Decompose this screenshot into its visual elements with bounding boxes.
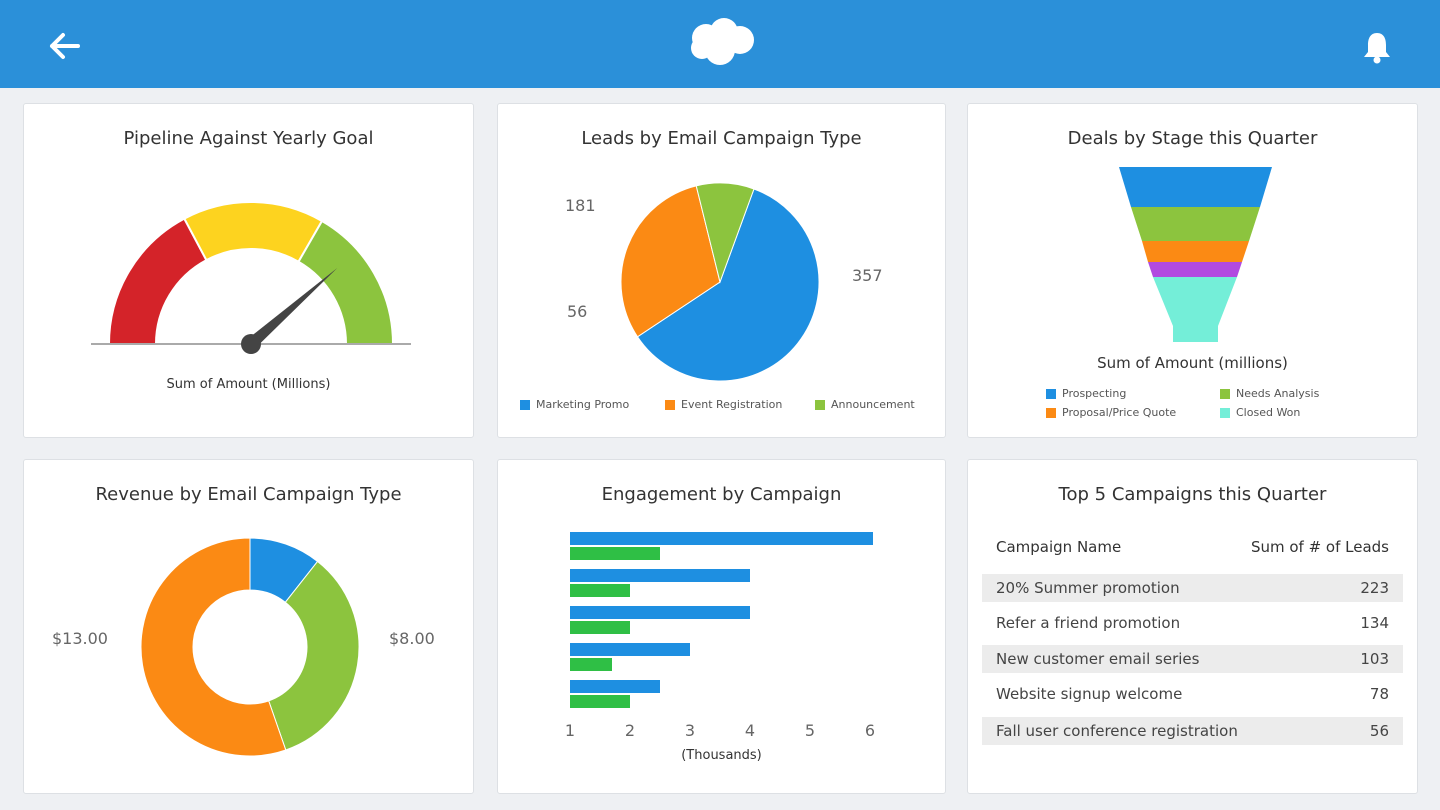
column-header: Sum of # of Leads [1250,538,1389,556]
table-row[interactable]: 20% Summer promotion 223 [982,574,1403,602]
pie-label: 181 [565,196,596,215]
pie-label: 56 [567,302,588,321]
funnel-segment-proposal [1142,241,1249,262]
gauge-chart [91,201,411,354]
card-title: Engagement by Campaign [601,484,842,505]
bar [570,584,630,597]
x-tick-label: 3 [685,721,695,740]
pie-label: 357 [852,266,883,285]
gauge-band [182,201,324,264]
bar [570,695,630,708]
card-title: Leads by Email Campaign Type [581,128,862,149]
engagement-bar-card: Engagement by Campaign 1 2 3 4 5 6 (Thousands… [497,459,946,794]
table-row[interactable]: New customer email series 103 [982,645,1403,673]
x-tick-label: 4 [745,721,755,740]
gauge-band [107,217,208,345]
funnel-chart [1119,167,1272,342]
table-row[interactable]: Fall user conference registration 56 [982,717,1403,745]
legend-item: Proposal/Price Quote [1046,406,1176,419]
funnel-segment-purple [1148,262,1242,277]
legend-item: Announcement [815,398,915,411]
gauge-needle [247,267,338,349]
bar [570,569,750,582]
donut-label: $8.00 [389,629,435,648]
cloud-logo [684,14,758,74]
card-title: Top 5 Campaigns this Quarter [1058,484,1327,505]
table-header: Campaign Name Sum of # of Leads [982,538,1403,556]
top-campaigns-card: Top 5 Campaigns this Quarter Campaign Na… [967,459,1418,794]
legend-item: Marketing Promo [520,398,629,411]
x-tick-label: 1 [565,721,575,740]
table-row[interactable]: Refer a friend promotion 134 [996,614,1389,632]
card-title: Pipeline Against Yearly Goal [123,128,374,149]
x-tick-label: 5 [805,721,815,740]
leads-pie-card: Leads by Email Campaign Type 357 181 56 … [497,103,946,438]
pie-slice [695,182,755,284]
legend-item: Prospecting [1046,387,1126,400]
bar [570,621,630,634]
donut-slice [268,560,360,751]
bar-chart: 1 2 3 4 5 6 [565,532,875,740]
x-axis-label: (Thousands) [681,748,762,763]
bar [570,547,660,560]
donut-slice [140,537,287,757]
donut-label: $13.00 [52,629,108,648]
revenue-donut-card: Revenue by Email Campaign Type $13.00 $8… [23,459,474,794]
legend-item: Event Registration [665,398,782,411]
card-title: Deals by Stage this Quarter [1067,128,1318,149]
bell-icon[interactable] [1360,30,1394,68]
funnel-caption: Sum of Amount (millions) [1097,354,1288,372]
legend-item: Needs Analysis [1220,387,1319,400]
column-header: Campaign Name [996,538,1122,556]
card-title: Revenue by Email Campaign Type [95,484,402,505]
x-tick-label: 6 [865,721,875,740]
x-tick-label: 2 [625,721,635,740]
app-header [0,0,1440,88]
bar [570,643,690,656]
bar [570,680,660,693]
bar [570,606,750,619]
funnel-segment-closed-won [1153,277,1237,342]
table-row[interactable]: Website signup welcome 78 [996,685,1389,703]
funnel-segment-needs-analysis [1131,207,1260,241]
pipeline-gauge-card: Pipeline Against Yearly Goal Sum of Amou… [23,103,474,438]
pie-slice [620,185,721,338]
deals-funnel-card: Deals by Stage this Quarter Sum of Amoun… [967,103,1418,438]
pie-chart [620,182,820,382]
pie-slice [636,188,820,382]
funnel-segment-prospecting [1119,167,1272,207]
legend-item: Closed Won [1220,406,1300,419]
gauge-caption: Sum of Amount (Millions) [166,377,331,392]
donut-chart [140,537,360,757]
gauge-band [297,219,395,345]
arrow-left-icon[interactable] [46,28,86,64]
bar [570,532,873,545]
gauge-needle-hub [241,334,261,354]
bar [570,658,612,671]
